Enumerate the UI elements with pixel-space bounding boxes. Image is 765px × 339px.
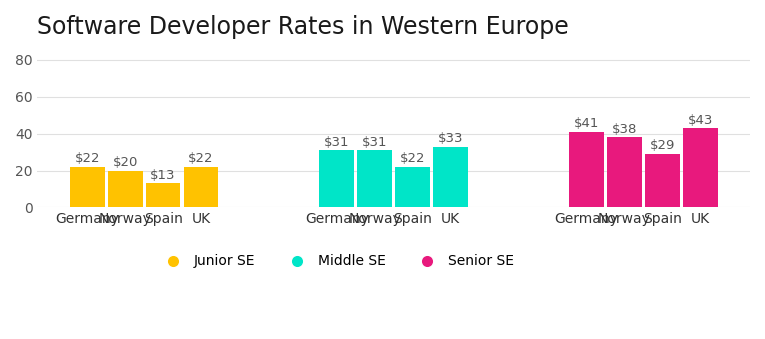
- Bar: [396, 167, 430, 207]
- Bar: [357, 150, 392, 207]
- Bar: [645, 154, 679, 207]
- Text: $22: $22: [74, 152, 100, 165]
- Text: $13: $13: [151, 169, 176, 182]
- Text: Software Developer Rates in Western Europe: Software Developer Rates in Western Euro…: [37, 15, 569, 39]
- Bar: [607, 137, 642, 207]
- Text: $22: $22: [188, 152, 213, 165]
- Bar: [108, 171, 142, 207]
- Legend: Junior SE, Middle SE, Senior SE: Junior SE, Middle SE, Senior SE: [154, 249, 520, 274]
- Text: $20: $20: [112, 156, 138, 169]
- Text: $29: $29: [649, 139, 675, 153]
- Text: $38: $38: [612, 123, 637, 136]
- Text: $22: $22: [400, 152, 425, 165]
- Text: $43: $43: [688, 114, 713, 127]
- Bar: [683, 128, 718, 207]
- Text: $41: $41: [574, 117, 599, 130]
- Text: $31: $31: [324, 136, 350, 149]
- Bar: [320, 150, 354, 207]
- Text: $31: $31: [362, 136, 388, 149]
- Text: $33: $33: [438, 132, 464, 145]
- Bar: [569, 132, 604, 207]
- Bar: [70, 167, 105, 207]
- Bar: [433, 146, 468, 207]
- Bar: [184, 167, 218, 207]
- Bar: [145, 183, 181, 207]
